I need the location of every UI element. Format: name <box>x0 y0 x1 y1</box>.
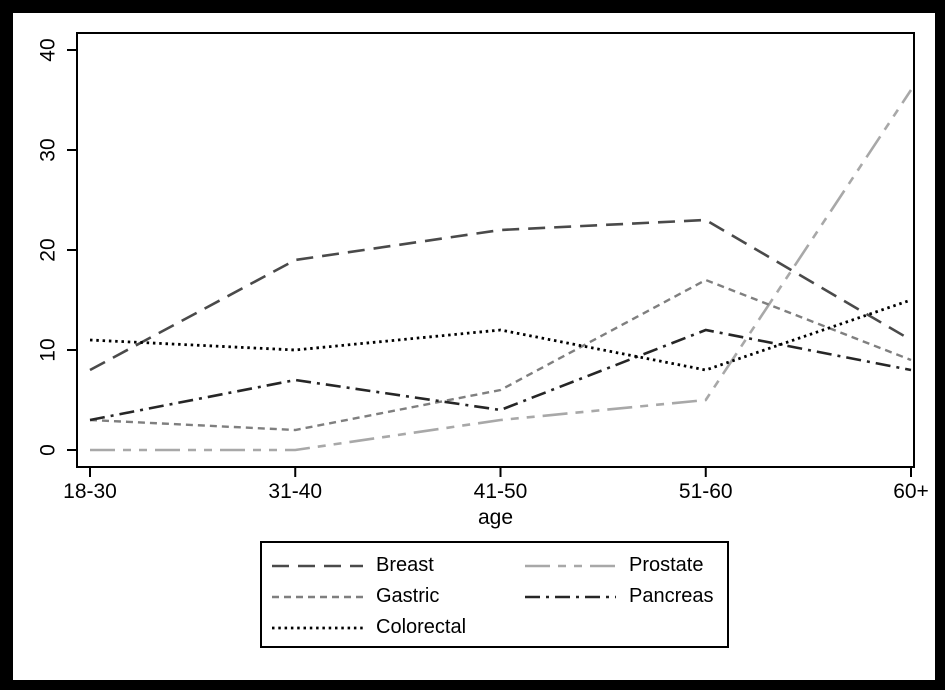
legend: Breast Prostate Gastric Pancreas Colorec… <box>260 541 729 648</box>
legend-item-colorectal: Colorectal <box>270 612 523 643</box>
legend-item-gastric: Gastric <box>270 581 523 612</box>
series-line-pancreas <box>89 328 912 422</box>
y-tick-label: 20 <box>37 238 60 261</box>
x-tick-label: 41-50 <box>474 480 528 503</box>
breast-line-sample-icon <box>272 564 363 567</box>
legend-item-prostate: Prostate <box>523 550 727 581</box>
pancreas-line-sample-icon <box>525 595 616 598</box>
x-axis-title: age <box>478 506 513 529</box>
x-tick-label: 60+ <box>893 480 929 503</box>
y-tick-label: 10 <box>37 338 60 361</box>
legend-label-pancreas: Pancreas <box>629 585 714 607</box>
legend-item-pancreas: Pancreas <box>523 581 727 612</box>
series-line-prostate <box>90 89 913 452</box>
series-line-breast <box>89 218 912 372</box>
plot-border <box>76 32 915 468</box>
y-tick-label: 40 <box>37 38 60 61</box>
x-tick-label: 31-40 <box>268 480 322 503</box>
y-tick-label: 30 <box>37 138 60 161</box>
gastric-line-sample-icon <box>272 595 363 598</box>
y-tick-label: 0 <box>37 444 60 456</box>
series-line-gastric <box>89 278 912 432</box>
legend-label-breast: Breast <box>376 554 434 576</box>
legend-item-breast: Breast <box>270 550 523 581</box>
x-tick-label: 18-30 <box>63 480 117 503</box>
legend-label-gastric: Gastric <box>376 585 440 607</box>
legend-label-colorectal: Colorectal <box>376 616 467 638</box>
series-line-colorectal <box>89 298 912 372</box>
prostate-line-sample-icon <box>525 564 616 567</box>
x-tick-label: 51-60 <box>679 480 733 503</box>
colorectal-line-sample-icon <box>272 626 363 629</box>
legend-label-prostate: Prostate <box>629 554 704 576</box>
